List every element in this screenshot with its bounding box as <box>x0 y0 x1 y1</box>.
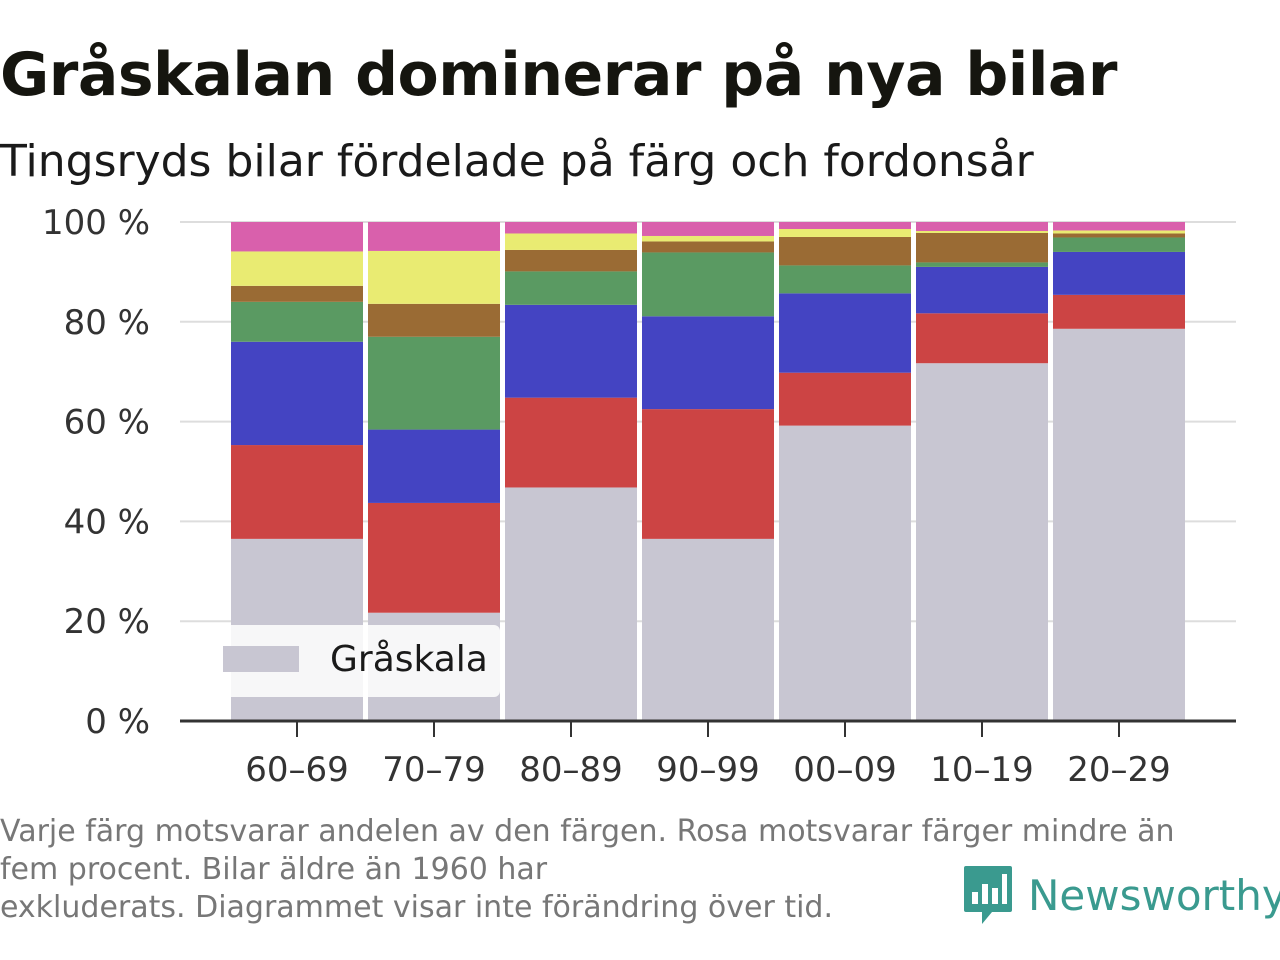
x-tick-label: 60–69 <box>245 750 349 790</box>
x-tick-label: 20–29 <box>1067 750 1171 790</box>
bar-segment <box>1053 233 1185 238</box>
y-tick-label: 100 % <box>42 203 150 243</box>
chart-title: Gråskalan dominerar på nya bilar <box>0 40 1118 110</box>
bar-segment <box>916 313 1048 364</box>
bar-segment <box>368 336 500 430</box>
x-tick-label: 70–79 <box>382 750 486 790</box>
bar-segment <box>642 538 774 721</box>
bar-segment <box>505 271 637 305</box>
bar-segment <box>505 487 637 721</box>
newsworthy-logo: Newsworthy <box>962 862 1280 928</box>
footnote-line-2: fem procent. Bilar äldre än 1960 har <box>0 852 548 887</box>
bar-segment <box>505 249 637 272</box>
bar-segment <box>779 425 911 721</box>
bar-segment <box>231 222 363 252</box>
y-tick-label: 80 % <box>64 303 150 343</box>
bar-segment <box>1053 237 1185 252</box>
bar-segment <box>642 222 774 236</box>
legend-label: Gråskala <box>330 639 488 680</box>
bar-segment <box>1053 222 1185 231</box>
legend-box <box>206 625 500 697</box>
bar-segment <box>916 232 1048 263</box>
bar-segment <box>505 222 637 234</box>
x-tick-label: 10–19 <box>930 750 1034 790</box>
footnote-line-1: Varje färg motsvarar andelen av den färg… <box>0 814 1175 849</box>
footnote: Varje färg motsvarar andelen av den färg… <box>0 813 1260 927</box>
bar-segment <box>368 303 500 337</box>
bar-segment <box>779 236 911 266</box>
bar-segment <box>505 233 637 250</box>
legend-swatch <box>223 646 299 672</box>
bar-segment <box>916 230 1048 233</box>
bar-segment <box>779 222 911 229</box>
bar-segment <box>368 250 500 304</box>
bar-segment <box>231 341 363 446</box>
y-tick-label: 60 % <box>64 403 150 443</box>
y-tick-label: 20 % <box>64 602 150 642</box>
bar-segment <box>1053 251 1185 295</box>
bar-segment <box>916 266 1048 314</box>
bar-segment <box>1053 294 1185 329</box>
bar-segment <box>368 502 500 613</box>
bar-segment <box>916 363 1048 721</box>
bar-segment <box>368 222 500 251</box>
bar-segment <box>642 241 774 253</box>
newsworthy-logo-icon <box>964 866 1012 924</box>
x-axis-ticks: 60–69 70–79 80–89 90–99 00–09 10–19 20–29 <box>245 721 1171 790</box>
x-tick-label: 90–99 <box>656 750 760 790</box>
bar-segment <box>642 252 774 317</box>
y-tick-label: 0 % <box>85 702 150 742</box>
bar-segment <box>231 251 363 286</box>
bar-segment <box>231 301 363 342</box>
bar-segment <box>505 397 637 488</box>
bar-segment <box>231 445 363 539</box>
bar-segment <box>368 429 500 503</box>
bar-segment <box>505 304 637 398</box>
stacked-bar-chart: 0 % 20 % 40 % 60 % 80 % 100 % 60–69 70–79 80–89… <box>42 203 1236 790</box>
bar-segment <box>779 372 911 426</box>
y-tick-label: 40 % <box>64 502 150 542</box>
bar-segment <box>916 222 1048 231</box>
bar-segment <box>779 228 911 237</box>
bar-segment <box>642 235 774 242</box>
bar-segment <box>231 285 363 302</box>
chart-subtitle: Tingsryds bilar fördelade på färg och fo… <box>0 136 1034 187</box>
footnote-line-3: exkluderats. Diagrammet visar inte förän… <box>0 890 834 925</box>
brand-name: Newsworthy <box>1028 870 1280 920</box>
bar-segment <box>779 265 911 294</box>
bar-segment <box>1053 328 1185 721</box>
x-tick-label: 80–89 <box>519 750 623 790</box>
bar-segment <box>916 262 1048 267</box>
legend: Gråskala <box>206 625 500 697</box>
y-axis-ticks: 0 % 20 % 40 % 60 % 80 % 100 % <box>42 203 150 742</box>
x-tick-label: 00–09 <box>793 750 897 790</box>
bar-segment <box>642 409 774 539</box>
bars <box>231 222 1185 721</box>
bar-segment <box>1053 230 1185 234</box>
bar-segment <box>779 293 911 373</box>
bar-segment <box>642 316 774 410</box>
